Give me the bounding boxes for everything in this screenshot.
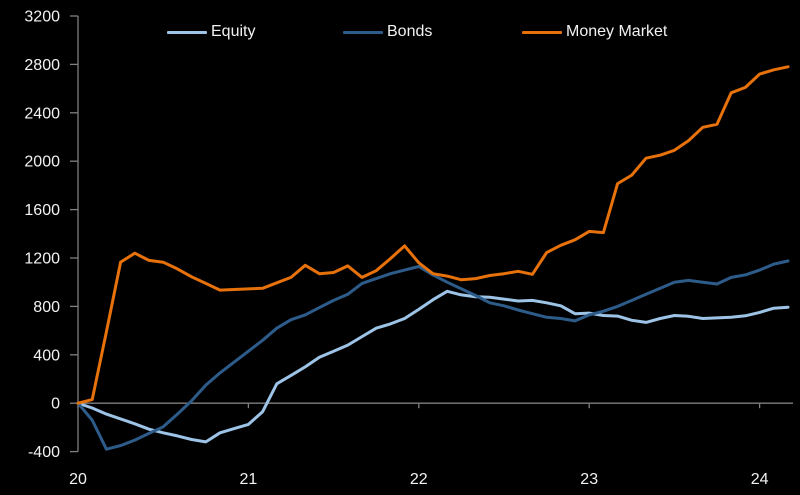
legend-label-money-market: Money Market: [566, 23, 668, 40]
equity-legend-line-icon: [167, 30, 207, 34]
legend-item-equity: Equity: [167, 23, 255, 41]
x-axis-tick-label: 24: [751, 471, 769, 488]
legend-label-equity: Equity: [211, 23, 256, 40]
x-axis-tick-label: 22: [410, 471, 428, 488]
y-axis-tick-label: -400: [28, 444, 60, 461]
y-axis-tick-label: 1600: [24, 202, 60, 219]
y-axis-tick-label: 2800: [24, 57, 60, 74]
x-axis-tick-label: 20: [69, 471, 87, 488]
bonds-legend-line-icon: [343, 30, 383, 34]
y-axis-tick-label: 1200: [24, 251, 60, 268]
y-axis-tick-label: 800: [33, 299, 60, 316]
equity-line: [76, 289, 790, 444]
y-axis-tick-label: 2000: [24, 154, 60, 171]
bonds-line: [76, 259, 790, 451]
legend-item-money-market: Money Market: [522, 23, 667, 41]
legend-label-bonds: Bonds: [387, 23, 433, 40]
y-axis-tick-label: 400: [33, 347, 60, 364]
legend-item-bonds: Bonds: [343, 23, 432, 41]
x-axis-tick-label: 23: [580, 471, 598, 488]
y-axis-tick-label: 2400: [24, 105, 60, 122]
money-market-legend-line-icon: [522, 30, 562, 34]
y-axis-tick-label: 0: [51, 396, 60, 413]
x-axis-tick-label: 21: [240, 471, 258, 488]
money-market-line: [76, 65, 790, 405]
y-axis-tick-label: 3200: [24, 9, 60, 26]
